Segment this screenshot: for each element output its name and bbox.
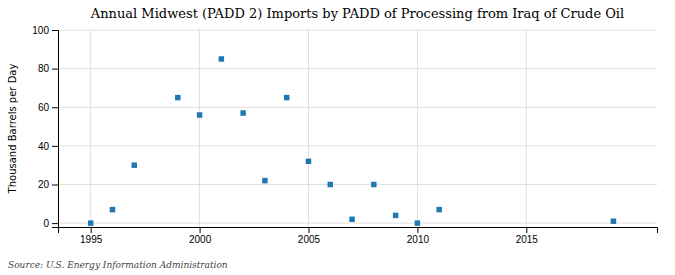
- y-tick-label: 80: [38, 63, 50, 74]
- y-tick-mark: [52, 146, 58, 147]
- y-tick: 20: [38, 179, 58, 190]
- y-tick: 0: [43, 218, 58, 229]
- x-grid-line: [526, 30, 527, 227]
- point: [240, 110, 245, 115]
- x-tick-label: 2005: [298, 234, 321, 245]
- y-tick-mark: [52, 223, 58, 224]
- y-tick-mark: [52, 30, 58, 31]
- y-axis-label: Thousand Barrels per Day: [7, 64, 18, 195]
- y-tick-mark: [52, 69, 58, 70]
- annotation: Source: U.S. Energy Information Administ…: [8, 260, 228, 270]
- x-tick-mark: [308, 227, 309, 233]
- y-tick-label: 40: [38, 141, 50, 152]
- y-grid-line: [58, 184, 657, 185]
- point: [306, 159, 311, 164]
- y-tick: 60: [38, 102, 58, 113]
- point: [110, 207, 115, 212]
- y-tick-mark: [52, 185, 58, 186]
- point: [393, 213, 398, 218]
- x-axis: 1995 2000 2005 2010 2015: [59, 227, 658, 245]
- x-axis-line: [59, 228, 658, 234]
- x-tick: 2000: [189, 227, 212, 245]
- x-tick-mark: [526, 227, 527, 233]
- point: [371, 182, 376, 187]
- y-tick-label: 20: [38, 179, 50, 190]
- x-tick-label: 2010: [407, 234, 430, 245]
- y-tick: 80: [38, 63, 58, 74]
- x-tick-mark: [91, 227, 92, 233]
- y-grid-line: [58, 68, 657, 69]
- y-grid-line: [58, 30, 657, 31]
- point: [262, 178, 267, 183]
- y-tick-mark: [52, 107, 58, 108]
- x-grid-line: [417, 30, 418, 227]
- x-grid-line: [90, 30, 91, 227]
- x-grid-line: [199, 30, 200, 227]
- point: [349, 217, 354, 222]
- points: [88, 56, 616, 226]
- point: [219, 56, 224, 61]
- x-tick-label: 2015: [516, 234, 539, 245]
- x-tick: 2010: [407, 227, 430, 245]
- point: [284, 95, 289, 100]
- point: [611, 218, 616, 223]
- chart: 1995 2000 2005 2010 2015 0 20 40 60 80 100 Annual M…: [0, 0, 675, 275]
- y-tick: 40: [38, 141, 58, 152]
- x-tick-mark: [417, 227, 418, 233]
- y-axis: 0 20 40 60 80 100: [32, 25, 58, 229]
- y-tick-label: 60: [38, 102, 50, 113]
- title: Annual Midwest (PADD 2) Imports by PADD …: [90, 6, 624, 21]
- x-tick: 1995: [80, 227, 103, 245]
- x-grid-line: [308, 30, 309, 227]
- y-grid-line: [58, 223, 657, 224]
- y-axis-line: [52, 31, 59, 228]
- y-tick: 100: [32, 25, 58, 36]
- y-tick-label: 100: [32, 25, 49, 36]
- y-tick-label: 0: [43, 218, 49, 229]
- x-tick: 2005: [298, 227, 321, 245]
- y-grid-line: [58, 145, 657, 146]
- point: [197, 112, 202, 117]
- x-tick-label: 2000: [189, 234, 212, 245]
- point: [436, 207, 441, 212]
- grid: [58, 30, 657, 227]
- point: [88, 220, 93, 225]
- x-tick-mark: [200, 227, 201, 233]
- point: [131, 162, 136, 167]
- point: [328, 182, 333, 187]
- point: [415, 220, 420, 225]
- x-tick: 2015: [516, 227, 539, 245]
- x-tick-label: 1995: [80, 234, 103, 245]
- y-grid-line: [58, 107, 657, 108]
- plot-area: 1995 2000 2005 2010 2015 0 20 40 60 80 100: [32, 25, 657, 245]
- point: [175, 95, 180, 100]
